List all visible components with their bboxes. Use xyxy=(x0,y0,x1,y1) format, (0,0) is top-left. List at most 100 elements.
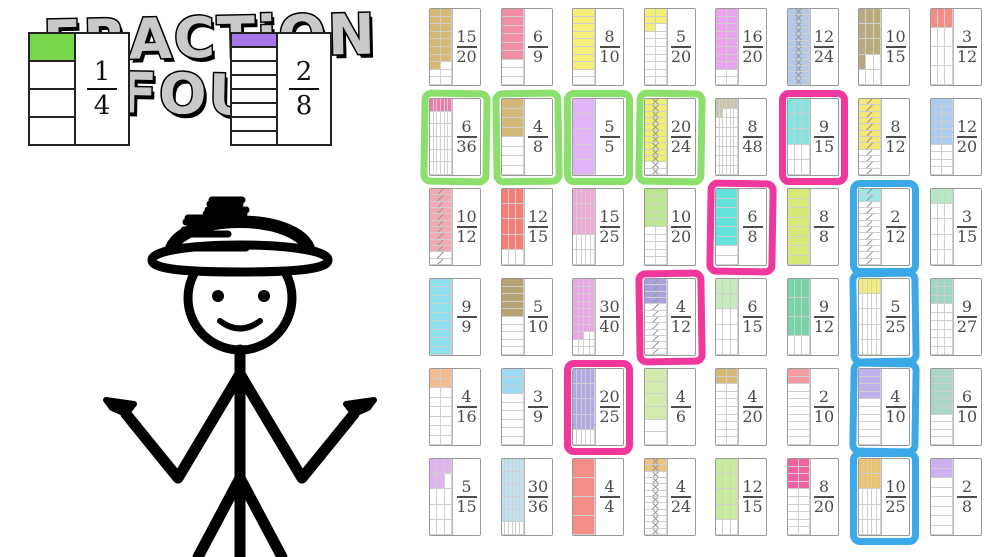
fraction-cell xyxy=(859,376,881,385)
fraction-card[interactable]: 8 10 xyxy=(572,8,624,86)
fraction-card[interactable]: 16 20 xyxy=(715,8,767,86)
fraction-card[interactable]: 15 25 xyxy=(572,188,624,266)
fraction-bar xyxy=(501,369,525,445)
fraction-cell xyxy=(586,204,591,220)
fraction-cell xyxy=(945,47,953,66)
fraction-cell xyxy=(644,394,667,407)
fraction-card[interactable]: 9 15 xyxy=(786,98,839,176)
fraction-card[interactable]: 12 24 xyxy=(786,8,839,86)
fraction-card[interactable]: 2 12 xyxy=(858,188,910,266)
fraction-cell xyxy=(430,208,452,215)
fraction-cell xyxy=(644,124,667,131)
fraction-card[interactable]: 4 20 xyxy=(715,368,767,446)
denominator: 8 xyxy=(747,226,758,246)
fraction-cell-grid xyxy=(430,369,452,445)
fraction-card[interactable]: 8 12 xyxy=(858,98,910,176)
fraction-cell xyxy=(787,53,810,60)
fraction-card[interactable]: 20 25 xyxy=(572,368,624,446)
fraction-cell xyxy=(727,69,738,78)
fraction-cell xyxy=(723,519,731,535)
fraction-card[interactable]: 4 12 xyxy=(643,278,696,356)
fraction-cell xyxy=(787,129,795,145)
fraction-card[interactable]: 15 20 xyxy=(429,8,481,86)
fraction-cell xyxy=(501,436,524,445)
fraction-cell xyxy=(573,189,578,205)
fraction-cell xyxy=(941,121,953,130)
fraction-cell xyxy=(930,459,953,469)
fraction-card[interactable]: 12 20 xyxy=(929,98,982,176)
fraction-cell xyxy=(723,474,731,490)
fraction-rule xyxy=(671,316,691,318)
right-card-fraction-rule xyxy=(289,88,319,90)
fraction-card[interactable]: 3 15 xyxy=(929,188,982,266)
fraction-card[interactable]: 30 36 xyxy=(500,458,553,536)
left-card-bar xyxy=(30,34,74,144)
fraction-bar xyxy=(930,459,954,535)
fraction-cell xyxy=(655,24,667,32)
fraction-card[interactable]: 12 15 xyxy=(715,458,767,536)
fraction-cell xyxy=(516,249,524,265)
fraction-card[interactable]: 10 20 xyxy=(643,188,696,266)
hand-card-cell xyxy=(30,118,74,144)
fraction-cell xyxy=(716,309,724,325)
fraction-card[interactable]: 6 15 xyxy=(715,278,767,356)
fraction-card[interactable]: 5 15 xyxy=(429,458,481,536)
fraction-cell xyxy=(872,459,877,475)
fraction-card[interactable]: 8 20 xyxy=(786,458,839,536)
fraction-card[interactable]: 6 10 xyxy=(929,368,982,446)
fraction-cell xyxy=(787,21,810,28)
fraction-cell xyxy=(734,108,738,118)
fraction-cell xyxy=(930,295,938,305)
fraction-cell xyxy=(787,114,795,130)
fraction-cell xyxy=(734,127,738,137)
fraction-card[interactable]: 4 10 xyxy=(858,368,910,446)
fraction-card[interactable]: 4 16 xyxy=(429,368,481,446)
fraction-cell xyxy=(644,118,667,125)
fraction-card[interactable]: 9 27 xyxy=(929,278,982,356)
fraction-cell xyxy=(441,24,452,32)
fraction-cell xyxy=(441,162,445,175)
fraction-bar xyxy=(430,99,453,175)
fraction-cell xyxy=(590,414,595,430)
fraction-cell xyxy=(586,384,591,400)
fraction-cell-grid xyxy=(430,189,452,265)
fraction-card[interactable]: 3 12 xyxy=(929,8,982,86)
fraction-card[interactable]: 5 25 xyxy=(858,278,910,356)
fraction-cell xyxy=(501,428,524,437)
fraction-rule xyxy=(528,496,548,498)
fraction-bar xyxy=(573,9,596,85)
fraction-label: 5 20 xyxy=(668,9,695,85)
fraction-card[interactable]: 10 12 xyxy=(429,188,481,266)
fraction-card[interactable]: 20 24 xyxy=(643,98,696,176)
fraction-card[interactable]: 10 25 xyxy=(858,458,910,536)
fraction-card[interactable]: 4 24 xyxy=(643,458,696,536)
fraction-card[interactable]: 8 48 xyxy=(715,98,767,176)
fraction-cell xyxy=(644,279,667,286)
fraction-cell xyxy=(573,219,578,235)
fraction-card[interactable]: 10 15 xyxy=(858,8,910,86)
fraction-bar xyxy=(787,9,811,85)
fraction-cell xyxy=(578,279,584,287)
fraction-cell xyxy=(501,9,524,18)
fraction-card[interactable]: 5 10 xyxy=(500,278,553,356)
fraction-card[interactable]: 6 36 xyxy=(429,98,481,176)
numerator: 2 xyxy=(890,207,901,227)
fraction-card[interactable]: 9 12 xyxy=(786,278,839,356)
fraction-card[interactable]: 30 40 xyxy=(572,278,624,356)
fraction-card[interactable]: 2 10 xyxy=(786,368,839,446)
fraction-card[interactable]: 12 15 xyxy=(500,188,553,266)
fraction-cell xyxy=(590,219,595,235)
numerator: 6 xyxy=(961,387,973,407)
fraction-card[interactable]: 5 20 xyxy=(643,8,696,86)
fraction-cell xyxy=(655,46,667,55)
